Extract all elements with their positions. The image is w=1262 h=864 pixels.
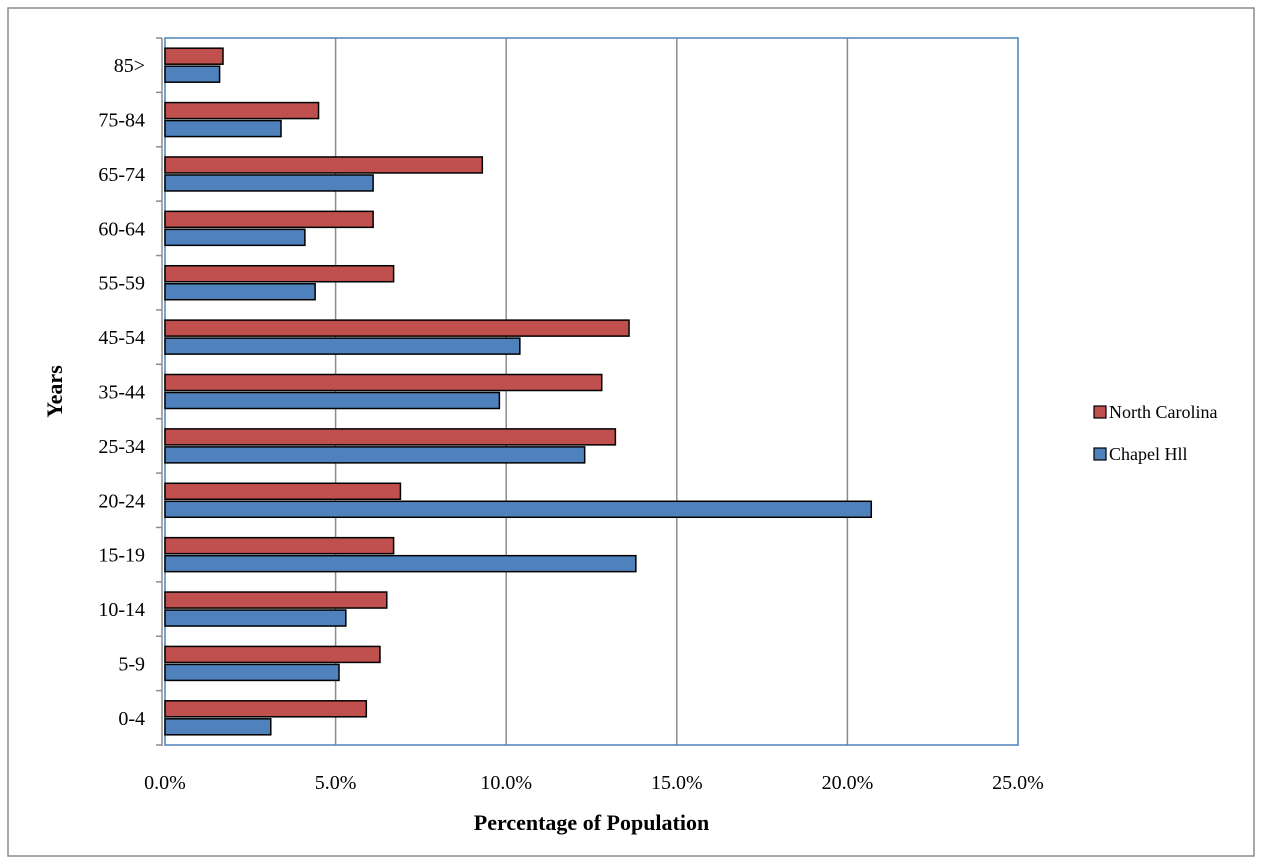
category-label: 75-84 — [98, 110, 145, 132]
x-axis-title: Percentage of Population — [474, 810, 709, 835]
category-label: 60-64 — [98, 218, 145, 240]
y-axis-title: Years — [42, 365, 67, 418]
bar-north-carolina — [164, 319, 630, 337]
bar-chapel-hill — [164, 65, 221, 83]
bar-chapel-hill — [164, 337, 521, 355]
x-tick-label: 25.0% — [992, 772, 1044, 794]
bar-chapel-hill — [164, 609, 347, 627]
bar-north-carolina — [164, 210, 374, 229]
category-label: 25-34 — [98, 436, 145, 458]
bar-chapel-hill — [164, 718, 272, 736]
category-label: 65-74 — [98, 164, 145, 186]
category-label: 15-19 — [98, 545, 145, 567]
category-label: 45-54 — [98, 327, 145, 349]
bar-north-carolina — [164, 156, 484, 174]
plot-area-border — [164, 37, 1019, 746]
gridlines — [334, 38, 849, 745]
category-label: 35-44 — [98, 382, 145, 404]
category-label: 5-9 — [118, 653, 145, 675]
category-label: 10-14 — [98, 599, 145, 621]
x-tick-label: 15.0% — [651, 772, 703, 794]
bar-chapel-hill — [164, 282, 316, 301]
bar-chapel-hill — [164, 663, 340, 682]
bar-north-carolina — [164, 373, 603, 392]
x-tick-label: 0.0% — [144, 772, 186, 794]
legend: North Carolina Chapel Hll — [1093, 402, 1217, 464]
bar-north-carolina — [164, 700, 368, 718]
legend-swatch-chapel-hill — [1093, 447, 1107, 461]
bar-north-carolina — [164, 536, 395, 555]
category-label: 0-4 — [118, 708, 145, 730]
x-tick-label: 5.0% — [315, 772, 357, 794]
bar-chapel-hill — [164, 174, 374, 192]
bar-north-carolina — [164, 645, 381, 664]
bar-chapel-hill — [164, 554, 637, 573]
bar-north-carolina — [164, 47, 224, 65]
bar-north-carolina — [164, 264, 395, 283]
bar-chapel-hill — [164, 500, 873, 519]
bar-north-carolina — [164, 428, 617, 446]
bar-north-carolina — [164, 101, 320, 120]
axes: 0.0% 5.0% 10.0% 15.0% 20.0% 25.0% 0-4 5-9 10-14 1… — [98, 37, 1044, 794]
bars — [164, 47, 873, 736]
legend-label-north-carolina: North Carolina — [1109, 402, 1217, 422]
x-tick-label: 10.0% — [480, 772, 532, 794]
bar-north-carolina — [164, 482, 402, 501]
bar-chapel-hill — [164, 119, 282, 138]
x-tick-label: 20.0% — [822, 772, 874, 794]
bar-north-carolina — [164, 591, 388, 609]
category-label: 85> — [114, 55, 145, 77]
legend-label-chapel-hill: Chapel Hll — [1109, 444, 1188, 464]
bar-chapel-hill — [164, 228, 306, 247]
bar-chapel-hill — [164, 391, 501, 410]
category-label: 20-24 — [98, 490, 145, 512]
category-label: 55-59 — [98, 273, 145, 295]
legend-swatch-north-carolina — [1093, 405, 1107, 419]
bar-chapel-hill — [164, 446, 586, 464]
